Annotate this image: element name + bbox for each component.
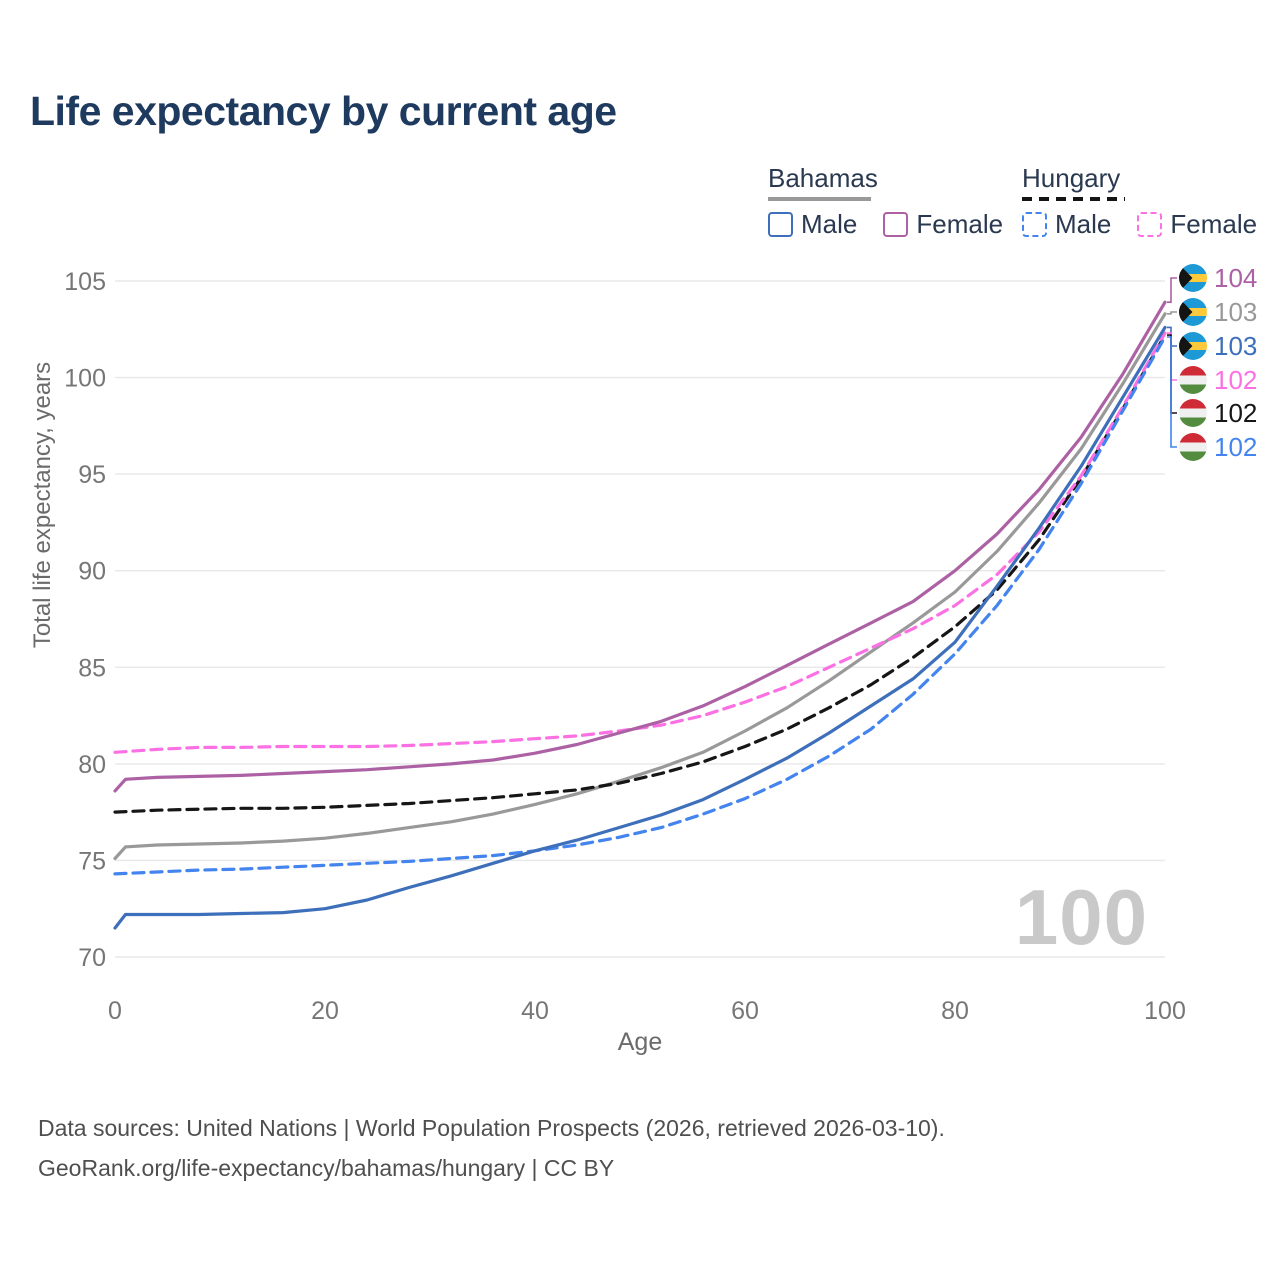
series-line-hungary-female[interactable] bbox=[113, 331, 1167, 754]
y-axis-title: Total life expectancy, years bbox=[29, 361, 56, 649]
footer-data-sources: Data sources: United Nations | World Pop… bbox=[38, 1115, 945, 1141]
hungary-flag-icon bbox=[1179, 366, 1207, 394]
hungary-flag-icon bbox=[1179, 399, 1207, 427]
series-line-bahamas-both[interactable] bbox=[113, 312, 1167, 861]
end-label-hungary-male[interactable]: 102 bbox=[1179, 431, 1257, 463]
y-tick-label: 100 bbox=[64, 365, 106, 393]
end-label-hungary-female[interactable]: 102 bbox=[1179, 364, 1257, 396]
hungary-flag-icon bbox=[1179, 433, 1207, 461]
page-title: Life expectancy by current age bbox=[30, 88, 617, 134]
end-label-bahamas-both[interactable]: 103 bbox=[1179, 296, 1257, 328]
bahamas-flag-icon bbox=[1179, 264, 1207, 292]
end-label-value: 102 bbox=[1214, 365, 1258, 395]
legend-country-label: Hungary bbox=[1022, 163, 1121, 193]
legend-item-label: Male bbox=[1055, 209, 1112, 239]
end-label-value: 103 bbox=[1214, 331, 1258, 361]
end-label-bahamas-male[interactable]: 103 bbox=[1179, 330, 1257, 362]
end-label-value: 102 bbox=[1214, 398, 1258, 428]
end-label-connector bbox=[1167, 336, 1177, 448]
x-tick-label: 100 bbox=[1144, 997, 1186, 1025]
bahamas-flag-icon bbox=[1179, 298, 1207, 326]
x-tick-label: 60 bbox=[731, 997, 759, 1025]
end-label-bahamas-female[interactable]: 104 bbox=[1179, 262, 1257, 294]
legend-item-label: Male bbox=[801, 209, 858, 239]
series-line-bahamas-male[interactable] bbox=[113, 325, 1167, 930]
series-line-bahamas-female[interactable] bbox=[113, 300, 1167, 793]
x-tick-label: 40 bbox=[521, 997, 549, 1025]
legend-item-hungary-female[interactable]: Female bbox=[1137, 209, 1257, 240]
legend-item-hungary-male[interactable]: Male bbox=[1022, 209, 1111, 240]
end-label-connector bbox=[1167, 277, 1177, 303]
y-tick-label: 75 bbox=[78, 847, 106, 875]
end-label-connector bbox=[1167, 332, 1177, 381]
legend-swatch-icon bbox=[883, 212, 909, 237]
legend-group-bahamas: Bahamas Male Female bbox=[768, 163, 1003, 240]
legend-group-hungary: Hungary Male Female bbox=[1022, 163, 1257, 240]
y-tick-label: 70 bbox=[78, 944, 106, 972]
legend-item-label: Female bbox=[916, 209, 1004, 239]
end-label-value: 102 bbox=[1214, 432, 1258, 462]
y-tick-label: 90 bbox=[78, 558, 106, 586]
footer-attribution: GeoRank.org/life-expectancy/bahamas/hung… bbox=[38, 1155, 615, 1181]
bahamas-flag-icon bbox=[1179, 332, 1207, 360]
legend-country-bahamas[interactable]: Bahamas bbox=[768, 163, 878, 201]
x-tick-label: 20 bbox=[311, 997, 339, 1025]
y-tick-label: 95 bbox=[78, 461, 106, 489]
end-label-value: 104 bbox=[1214, 263, 1258, 293]
legend-underline-bahamas-icon bbox=[768, 197, 871, 201]
legend-country-hungary[interactable]: Hungary bbox=[1022, 163, 1125, 201]
legend-swatch-icon bbox=[1137, 212, 1163, 237]
legend-item-bahamas-male[interactable]: Male bbox=[768, 209, 857, 240]
x-tick-label: 0 bbox=[108, 997, 122, 1025]
y-tick-label: 105 bbox=[64, 268, 106, 296]
series-line-hungary-male[interactable] bbox=[113, 335, 1167, 876]
legend-swatch-icon bbox=[1022, 212, 1047, 237]
x-tick-label: 80 bbox=[941, 997, 969, 1025]
legend-underline-hungary-icon bbox=[1022, 197, 1125, 201]
legend-swatch-icon bbox=[768, 212, 793, 237]
y-tick-label: 85 bbox=[78, 654, 106, 682]
legend-country-label: Bahamas bbox=[768, 163, 878, 193]
end-label-value: 103 bbox=[1214, 297, 1258, 327]
x-axis-title: Age bbox=[617, 1028, 663, 1056]
y-tick-label: 80 bbox=[78, 751, 106, 779]
footer: Data sources: United Nations | World Pop… bbox=[38, 1108, 945, 1188]
end-label-connector bbox=[1167, 311, 1177, 315]
end-label-hungary-both[interactable]: 102 bbox=[1179, 397, 1257, 429]
current-age-watermark: 100 bbox=[1014, 873, 1148, 961]
legend-item-bahamas-female[interactable]: Female bbox=[883, 209, 1003, 240]
legend-item-label: Female bbox=[1170, 209, 1258, 239]
